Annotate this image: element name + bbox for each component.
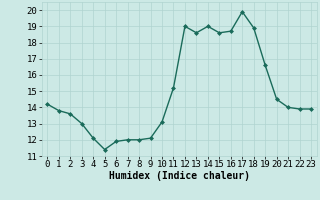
X-axis label: Humidex (Indice chaleur): Humidex (Indice chaleur) xyxy=(109,171,250,181)
